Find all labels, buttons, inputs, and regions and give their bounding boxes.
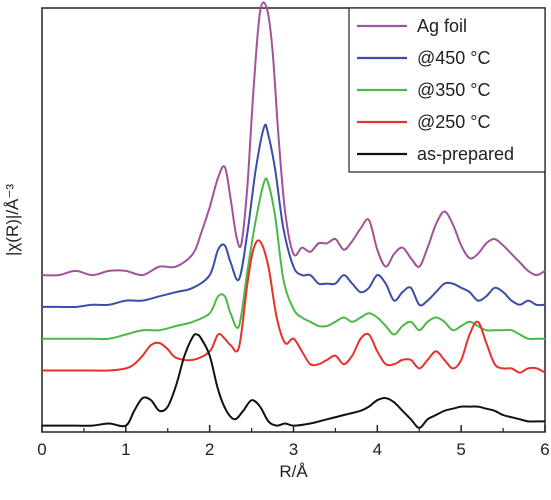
legend-label: @250 °C <box>417 112 491 132</box>
y-axis-title: |χ(R)|/Å⁻³ <box>3 184 22 256</box>
ticks-layer: 0 1 2 3 4 5 6 <box>37 425 550 459</box>
legend-label: @350 °C <box>417 80 491 100</box>
x-axis-title: R/Å <box>279 462 308 481</box>
x-tick-label: 2 <box>205 440 214 459</box>
x-tick-label: 3 <box>289 440 298 459</box>
x-tick-label: 0 <box>37 440 46 459</box>
series-layer <box>41 1 546 429</box>
legend-label: as-prepared <box>417 144 514 164</box>
series-line-250-c <box>42 239 546 374</box>
series-line-350-c <box>41 177 545 341</box>
x-tick-label: 4 <box>373 440 382 459</box>
legend-label: Ag foil <box>417 16 467 36</box>
series-line-450-c <box>41 123 546 309</box>
x-tick-label: 5 <box>456 440 465 459</box>
x-tick-label: 1 <box>121 440 130 459</box>
x-tick-label: 6 <box>540 440 549 459</box>
series-line-as-prepared <box>41 333 545 429</box>
legend-label: @450 °C <box>417 48 491 68</box>
legend: Ag foil @450 °C @350 °C @250 °C as-prepared <box>348 7 546 173</box>
series-line-ag-foil <box>41 1 546 277</box>
